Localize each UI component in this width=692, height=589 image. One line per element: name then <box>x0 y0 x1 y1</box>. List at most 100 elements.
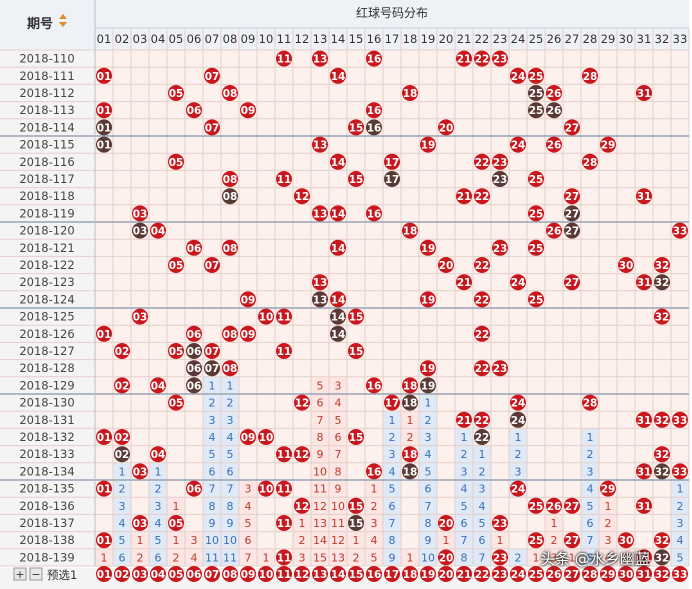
preselect-ball-label: 18 <box>403 569 418 581</box>
red-ball <box>330 153 346 170</box>
omission-number: 1 <box>443 534 450 547</box>
red-ball <box>132 205 148 222</box>
red-ball-label: 10 <box>259 432 274 444</box>
red-ball-label: 07 <box>205 363 220 375</box>
omission-band-cell <box>401 548 419 566</box>
omission-band-cell <box>239 531 257 549</box>
omission-number: 12 <box>331 534 345 547</box>
column-header-label: 01 <box>97 32 112 46</box>
red-ball-label: 09 <box>241 294 256 306</box>
red-ball-label: 12 <box>295 501 310 513</box>
period-label: 2018-111 <box>19 69 74 83</box>
omission-number: 2 <box>407 431 414 444</box>
omission-number: 2 <box>515 448 522 461</box>
red-ball-label: 08 <box>223 174 238 186</box>
red-ball <box>276 308 292 325</box>
red-ball <box>474 429 490 445</box>
red-ball <box>528 102 544 119</box>
column-header-label: 33 <box>673 32 688 46</box>
red-ball-label: 08 <box>223 243 238 255</box>
omission-number: 1 <box>407 551 414 564</box>
red-ball <box>366 205 382 222</box>
red-ball <box>204 119 220 136</box>
red-ball <box>492 239 508 256</box>
omission-band-cell <box>671 548 689 566</box>
preselect-ball-label: 09 <box>241 569 256 581</box>
omission-number: 5 <box>209 448 216 461</box>
red-ball <box>330 205 346 222</box>
red-ball <box>366 377 382 394</box>
red-ball-label: 03 <box>133 466 148 478</box>
red-ball-label: 24 <box>511 398 526 410</box>
red-ball <box>168 515 184 531</box>
preselect-ball <box>672 566 688 582</box>
watermark-text: 头条 @水乡幽蓝 <box>540 550 650 568</box>
preselect-ball <box>654 566 670 582</box>
omission-band-cell <box>221 480 239 498</box>
red-ball-label: 08 <box>223 191 238 203</box>
red-ball-label: 32 <box>655 277 670 289</box>
section-title: 红球号码分布 <box>356 5 428 20</box>
omission-number: 1 <box>371 483 378 496</box>
omission-number: 3 <box>551 551 558 564</box>
period-label: 2018-138 <box>19 533 74 547</box>
omission-number: 4 <box>191 551 198 564</box>
omission-number: 2 <box>677 500 684 513</box>
red-ball <box>114 343 130 359</box>
omission-band-cell <box>365 531 383 549</box>
omission-number: 1 <box>533 551 540 564</box>
preselect-ball <box>420 566 436 582</box>
red-ball <box>546 85 562 101</box>
preselect-ball-label: 29 <box>601 569 616 581</box>
omission-number: 1 <box>605 500 612 513</box>
red-ball-label: 31 <box>637 466 652 478</box>
red-ball-label: 22 <box>475 294 490 306</box>
omission-band-cell <box>149 462 167 480</box>
red-ball-label: 27 <box>565 535 580 547</box>
omission-number: 14 <box>313 534 327 547</box>
preselect-ball-label: 08 <box>223 569 238 581</box>
red-ball <box>348 429 364 445</box>
red-ball <box>330 67 346 84</box>
column-header-label: 20 <box>439 32 454 46</box>
preselect-ball-label: 26 <box>547 569 562 581</box>
omission-number: 4 <box>587 483 594 496</box>
omission-number: 7 <box>245 551 252 564</box>
omission-number: 8 <box>227 500 234 513</box>
omission-number: 5 <box>479 517 486 530</box>
red-ball-label: 16 <box>367 208 382 220</box>
red-ball <box>672 463 688 480</box>
red-ball <box>168 394 184 411</box>
omission-number: 9 <box>317 448 324 461</box>
red-ball <box>564 497 580 514</box>
red-ball-label: 24 <box>511 484 526 496</box>
red-ball-label: 11 <box>277 346 292 358</box>
red-ball-label: 01 <box>97 122 112 134</box>
red-ball-label: 23 <box>493 518 508 530</box>
omission-band-cell <box>581 445 599 463</box>
omission-band-cell <box>383 531 401 549</box>
red-ball-label: 23 <box>493 363 508 375</box>
red-ball-label: 27 <box>565 122 580 134</box>
red-ball-label: 02 <box>115 380 130 392</box>
omission-band-cell <box>347 531 365 549</box>
omission-band-cell <box>149 514 167 532</box>
red-ball-label: 23 <box>493 157 508 169</box>
omission-band-cell <box>131 548 149 566</box>
omission-number: 2 <box>155 483 162 496</box>
omission-number: 1 <box>299 517 306 530</box>
omission-band-cell <box>455 497 473 515</box>
preselect-ball <box>402 566 418 582</box>
red-ball-label: 02 <box>115 346 130 358</box>
preselect-ball <box>222 566 238 582</box>
omission-number: 10 <box>421 551 435 564</box>
red-ball-label: 05 <box>169 518 184 530</box>
red-ball-label: 25 <box>529 294 544 306</box>
omission-band-cell <box>527 548 545 566</box>
red-ball <box>186 480 202 497</box>
period-label: 2018-126 <box>19 327 74 341</box>
period-label: 2018-115 <box>19 138 74 152</box>
red-ball-label: 06 <box>187 243 202 255</box>
red-ball-label: 28 <box>583 157 598 169</box>
omission-number: 8 <box>209 500 216 513</box>
